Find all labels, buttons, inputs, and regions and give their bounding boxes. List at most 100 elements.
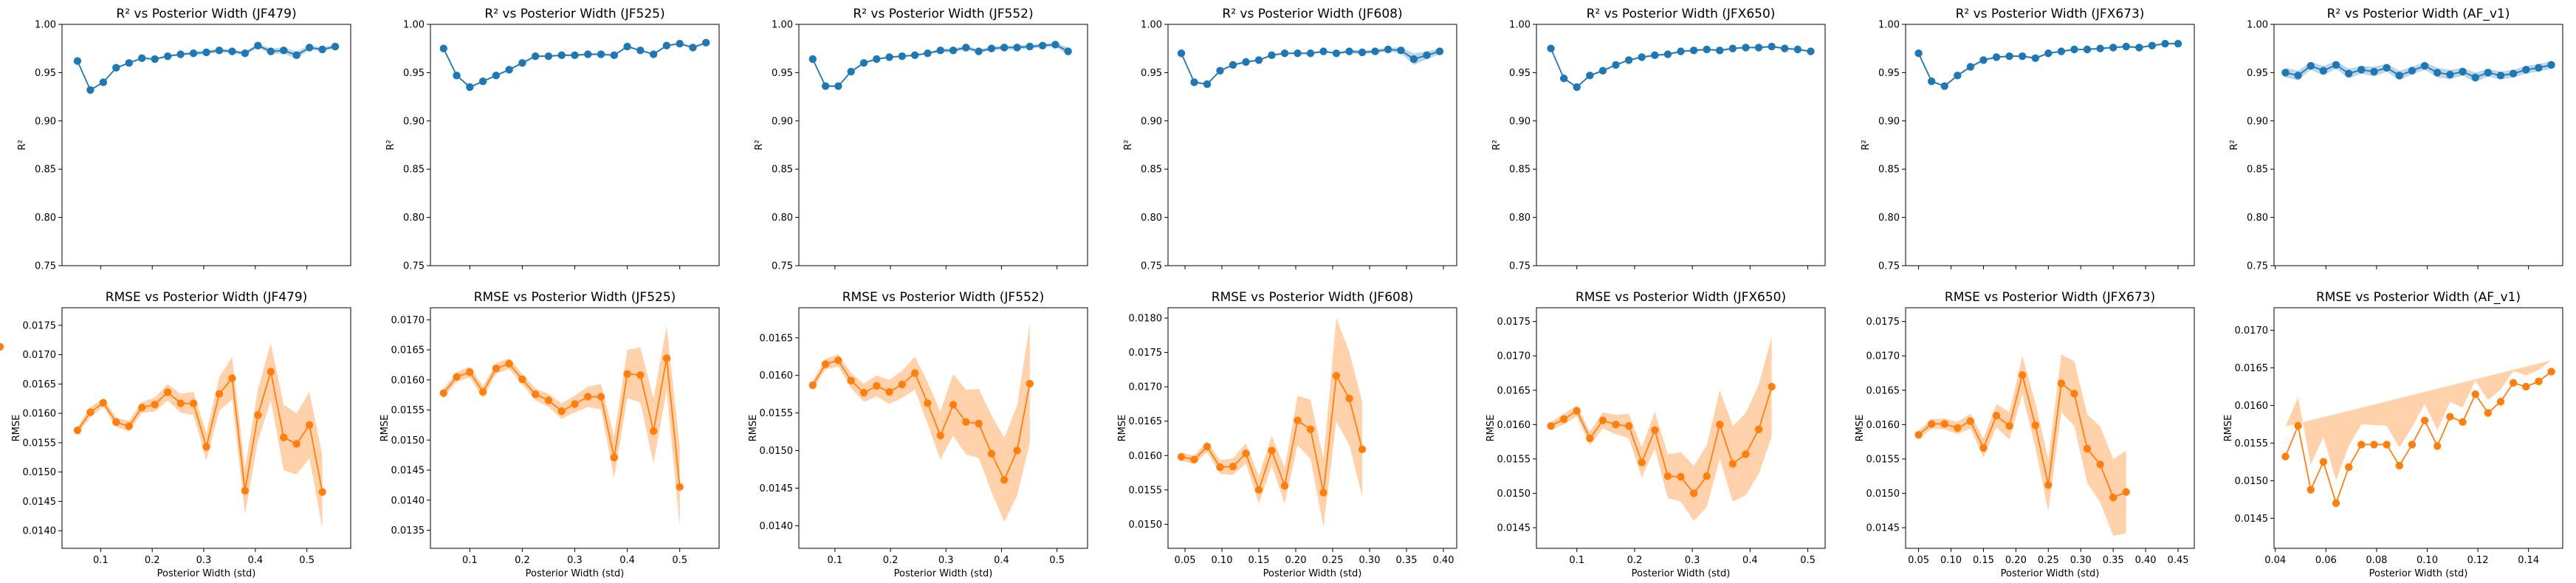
data-point: [1624, 422, 1633, 430]
data-point: [151, 401, 159, 409]
y-tick-label: 1.00: [1141, 20, 1162, 31]
y-tick-label: 0.0165: [760, 333, 794, 344]
y-tick-label: 0.85: [1878, 165, 1900, 176]
y-tick-label: 0.90: [35, 116, 56, 127]
y-axis-label: R²: [2229, 139, 2240, 150]
data-point: [138, 54, 146, 62]
data-point: [125, 422, 133, 430]
data-point: [2161, 39, 2169, 48]
data-point: [1345, 47, 1353, 55]
y-axis-label: R²: [754, 139, 765, 150]
y-tick-label: 0.0160: [1866, 420, 1900, 431]
x-tick-label: 0.30: [1359, 555, 1381, 566]
y-tick-label: 0.75: [1509, 261, 1531, 272]
data-point: [975, 47, 983, 55]
data-point: [2434, 442, 2442, 450]
data-point: [610, 51, 619, 60]
data-point: [597, 50, 605, 58]
data-point: [1013, 44, 1021, 52]
data-point: [1547, 44, 1555, 52]
confidence-band: [1550, 337, 1772, 521]
axes-frame: [798, 307, 1088, 549]
data-point: [151, 55, 159, 63]
data-point: [571, 400, 579, 408]
x-tick-label: 0.4: [994, 555, 1009, 566]
y-tick-label: 0.0180: [1129, 313, 1163, 324]
chart-title: RMSE vs Posterior Width (JFX673): [1945, 290, 2155, 305]
y-tick-label: 0.75: [2247, 261, 2268, 272]
data-point: [1038, 41, 1047, 49]
data-point: [1689, 46, 1698, 55]
axes-frame: [1167, 307, 1457, 549]
y-axis-label: R²: [1123, 139, 1134, 150]
x-tick-label: 0.35: [2103, 555, 2124, 566]
data-point: [1728, 460, 1737, 468]
data-point: [623, 42, 631, 51]
data-point: [189, 49, 198, 58]
data-point: [439, 44, 447, 52]
axes-frame: [798, 24, 1088, 266]
chart-panel: RMSE vs Posterior Width (AF_v1) 0.0145 0.0…: [0, 290, 2563, 579]
data-point: [1573, 407, 1581, 415]
chart-title: RMSE vs Posterior Width (JF552): [842, 290, 1045, 305]
axes-frame: [1905, 307, 2195, 549]
data-point: [1716, 421, 1724, 429]
data-point: [649, 50, 658, 58]
chart-title: R² vs Posterior Width (JFX650): [1587, 7, 1776, 21]
data-point: [1742, 450, 1750, 458]
data-point: [228, 47, 236, 55]
data-point: [1294, 49, 1302, 58]
data-point: [1423, 51, 1431, 60]
data-point: [2357, 66, 2366, 74]
x-tick-label: 0.4: [619, 555, 635, 566]
data-point: [636, 371, 645, 379]
data-point: [2420, 62, 2429, 70]
data-point: [1229, 61, 1237, 69]
data-point: [1000, 44, 1009, 52]
y-tick-label: 0.0150: [760, 446, 794, 457]
y-tick-label: 0.90: [2247, 116, 2268, 127]
data-point: [2344, 69, 2353, 77]
data-point: [1358, 445, 1367, 454]
data-point: [2057, 379, 2066, 387]
data-point: [2109, 44, 2118, 52]
data-point: [1651, 51, 1659, 60]
data-point: [2005, 422, 2013, 430]
y-tick-label: 0.0165: [1866, 385, 1900, 396]
y-tick-label: 0.90: [1141, 116, 1162, 127]
data-point: [1966, 417, 1975, 425]
data-point: [2332, 61, 2340, 69]
data-point: [1979, 56, 1988, 64]
data-point: [557, 51, 566, 60]
data-point: [821, 82, 830, 90]
data-point: [531, 52, 540, 61]
y-tick-label: 0.0160: [1129, 451, 1163, 462]
data-point: [2307, 62, 2315, 70]
data-point: [2459, 418, 2467, 427]
data-point: [2122, 42, 2130, 51]
y-tick-label: 0.75: [35, 261, 56, 272]
data-point: [1677, 472, 1685, 481]
x-tick-label: 0.15: [1248, 555, 1270, 566]
axes-frame: [1905, 24, 2195, 266]
data-point: [1242, 58, 1250, 66]
data-point: [1754, 44, 1763, 52]
y-axis-label: RMSE: [2223, 415, 2234, 442]
data-point: [2383, 63, 2391, 72]
data-point: [834, 356, 842, 365]
data-point: [1294, 416, 1302, 424]
y-tick-label: 0.0170: [391, 315, 425, 326]
x-tick-label: 0.3: [196, 555, 212, 566]
chart-panel: R² vs Posterior Width (JF552) 0.75 0.80 0.8…: [754, 7, 1088, 272]
x-tick-label: 0.15: [1973, 555, 1994, 566]
y-axis-label: RMSE: [1486, 415, 1497, 442]
data-point: [1013, 446, 1021, 455]
data-point: [2294, 72, 2302, 80]
data-point: [1663, 50, 1672, 58]
data-point: [1754, 425, 1763, 434]
x-tick-label: 0.4: [1742, 555, 1758, 566]
y-axis-label: RMSE: [748, 415, 759, 442]
data-point: [676, 483, 684, 491]
chart-panel: RMSE vs Posterior Width (JF525) 0.0135 0.0…: [379, 290, 720, 579]
data-point: [847, 67, 855, 76]
